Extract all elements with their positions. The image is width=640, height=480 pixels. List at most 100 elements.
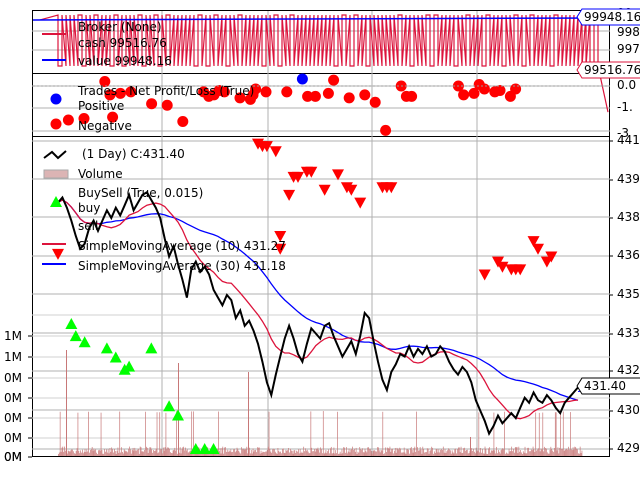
legend-sell: sell: [78, 219, 98, 233]
sell-marker: [305, 166, 318, 178]
volume-bar: [514, 447, 516, 456]
volume-bar: [145, 411, 146, 456]
volume-bar: [416, 411, 417, 456]
volume-bar: [136, 450, 137, 456]
volume-bar: [378, 447, 379, 456]
buy-marker: [123, 360, 136, 372]
volume-bar: [372, 451, 374, 456]
volume-bar: [514, 452, 515, 456]
volume-bar: [137, 449, 138, 456]
volume-bar: [348, 448, 350, 456]
volume-bar: [485, 448, 487, 456]
volume-bar: [245, 448, 247, 456]
volume-bar: [153, 450, 154, 456]
volume-bar: [444, 448, 446, 456]
volume-left-tick: 0M: [4, 431, 22, 445]
negative-trade-marker: [510, 83, 522, 95]
volume-bar: [222, 446, 224, 456]
volume-bar: [69, 451, 71, 456]
price-right-tick: 429: [617, 441, 640, 455]
volume-bar: [471, 448, 473, 456]
volume-bar: [144, 449, 145, 456]
volume-bar: [185, 447, 186, 456]
volume-bar: [508, 448, 510, 456]
volume-bar: [227, 452, 229, 456]
volume-bar: [312, 451, 313, 456]
volume-bar: [555, 412, 557, 456]
volume-bar: [263, 451, 265, 456]
volume-bar: [255, 449, 257, 456]
volume-bar: [270, 451, 272, 456]
volume-bar: [566, 448, 568, 456]
volume-bar: [476, 451, 478, 456]
volume-bar: [72, 449, 73, 456]
volume-bar: [434, 451, 435, 456]
volume-bar: [437, 452, 439, 456]
volume-bar: [286, 450, 288, 456]
sell-marker: [269, 146, 282, 158]
volume-bar: [579, 446, 581, 456]
volume-bar: [165, 412, 167, 456]
buy-marker: [198, 443, 211, 454]
volume-bar: [110, 451, 112, 456]
volume-bar: [219, 448, 221, 456]
volume-bar: [104, 449, 105, 456]
negative-trade-marker: [468, 87, 480, 99]
volume-bar: [163, 450, 165, 456]
volume-bar: [141, 451, 143, 456]
volume-bar: [427, 448, 429, 456]
buy-marker: [163, 400, 176, 412]
volume-bar: [290, 448, 291, 456]
volume-bar: [123, 449, 125, 456]
cash-line: [39, 14, 609, 113]
volume-bar: [496, 446, 497, 456]
sell-marker: [274, 243, 287, 255]
volume-bar: [457, 449, 458, 456]
volume-bar: [479, 452, 481, 456]
volume-bar: [350, 449, 352, 456]
volume-bar: [83, 451, 85, 456]
volume-bar: [408, 449, 409, 456]
sma10-line: [57, 199, 579, 420]
volume-bar: [236, 447, 238, 456]
volume-bar: [188, 452, 190, 456]
volume-bar: [237, 449, 239, 456]
volume-bar: [164, 447, 166, 456]
volume-bar: [59, 411, 61, 456]
volume-bar: [367, 447, 369, 456]
volume-bar: [548, 453, 550, 456]
volume-bar: [283, 452, 285, 456]
volume-bar: [465, 450, 466, 456]
price-right-tick: 430: [617, 403, 640, 417]
legend-broker: Broker (None): [78, 20, 162, 34]
volume-bar: [436, 449, 438, 456]
volume-bar: [251, 453, 253, 456]
volume-bar: [151, 449, 153, 456]
volume-bar: [507, 453, 509, 456]
volume-bar: [266, 449, 268, 456]
volume-bar: [521, 452, 522, 456]
volume-bar: [113, 452, 114, 456]
volume-bar: [342, 453, 344, 456]
volume-bar: [252, 448, 254, 456]
volume-bar: [338, 453, 340, 456]
volume-bar: [220, 453, 222, 456]
volume-bar: [394, 447, 396, 456]
volume-bar: [486, 453, 488, 456]
volume-bar: [114, 448, 115, 456]
volume-bar: [482, 449, 483, 456]
volume-bar: [66, 453, 68, 456]
close-line: [57, 190, 579, 436]
volume-bar: [447, 450, 449, 456]
volume-bar: [413, 448, 415, 456]
volume-bar: [161, 448, 162, 456]
volume-bar: [264, 452, 265, 456]
volume-bar: [441, 449, 442, 456]
volume-bar: [422, 446, 424, 456]
volume-bar: [460, 446, 462, 456]
volume-bar: [184, 450, 185, 456]
volume-bar: [553, 451, 554, 456]
sell-marker: [260, 141, 273, 153]
legend-sma10: SimpleMovingAverage (10) 431.27: [78, 239, 286, 253]
